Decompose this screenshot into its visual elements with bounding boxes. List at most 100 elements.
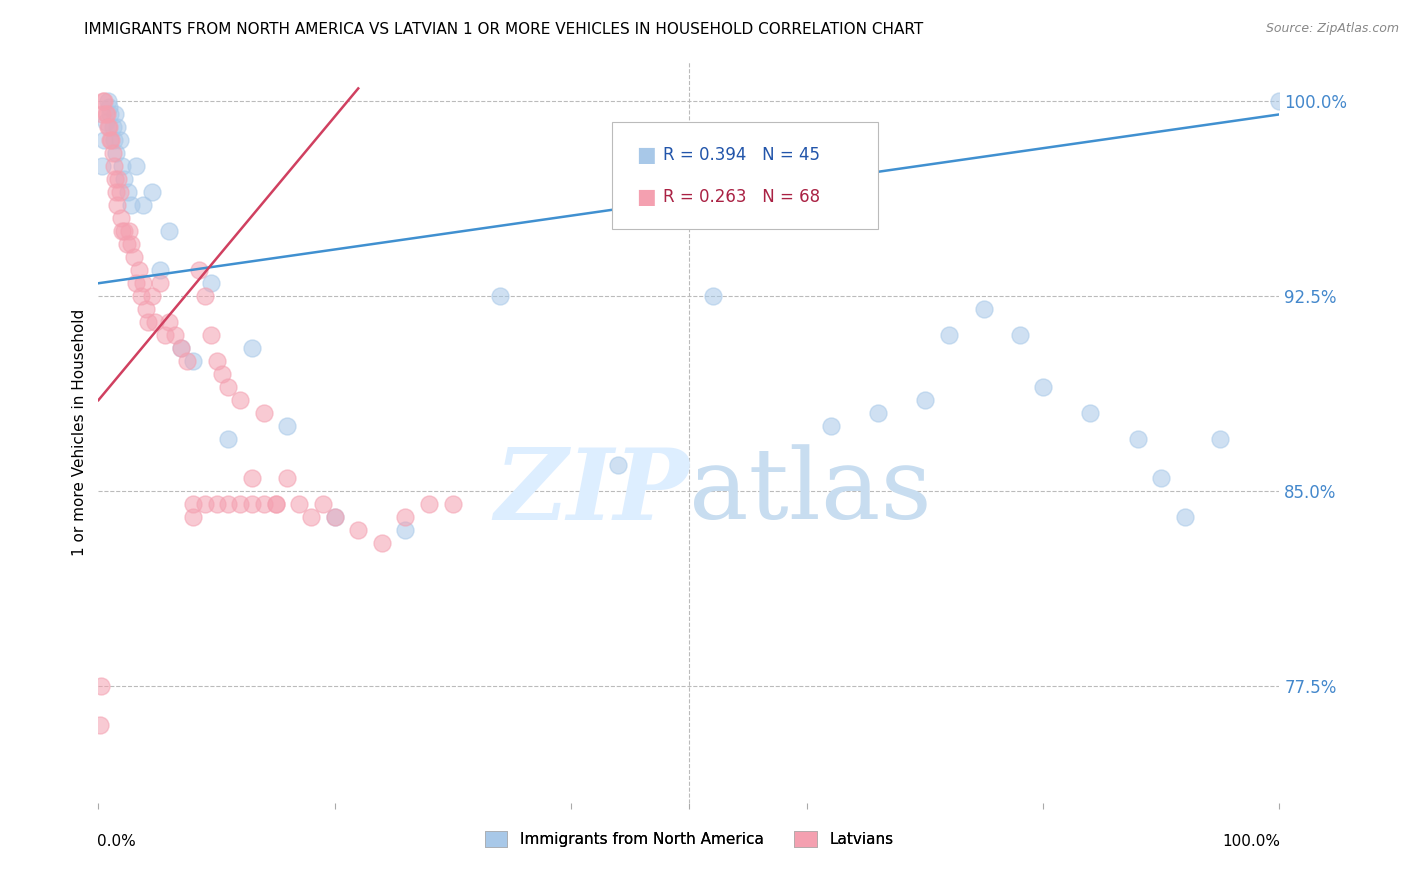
Point (105, 146, 128, 161)
Point (93, 133, 115, 147)
Point (187, 263, 209, 277)
Text: ■: ■ (636, 145, 655, 165)
Point (914, 393, 936, 408)
Text: ZIP: ZIP (494, 443, 689, 540)
Point (217, 432, 239, 446)
Point (91, 107, 114, 121)
Point (97, 120, 120, 135)
Point (118, 224, 141, 238)
Point (1209, 432, 1232, 446)
Point (125, 159, 148, 173)
Point (115, 237, 138, 252)
Point (135, 302, 157, 317)
Point (253, 497, 276, 511)
Point (702, 289, 724, 303)
Point (121, 198, 143, 212)
Point (240, 341, 263, 355)
Point (165, 328, 187, 343)
Point (111, 224, 134, 238)
Point (181, 497, 204, 511)
Text: atlas: atlas (689, 444, 932, 540)
Point (276, 471, 298, 485)
Point (96, 107, 118, 121)
Point (111, 159, 134, 173)
Point (129, 289, 152, 303)
Text: ■: ■ (636, 187, 655, 207)
Point (103, 133, 125, 147)
Point (1080, 406, 1102, 420)
Point (98, 107, 121, 121)
Point (866, 406, 889, 420)
Point (264, 497, 287, 511)
Point (1174, 510, 1197, 524)
FancyBboxPatch shape (612, 121, 877, 229)
Point (98, 120, 121, 135)
Point (441, 497, 464, 511)
Point (312, 497, 335, 511)
Point (94, 107, 117, 121)
Point (200, 277, 222, 291)
Point (112, 172, 135, 186)
Point (1032, 380, 1054, 394)
Point (141, 186, 163, 200)
Point (371, 536, 394, 550)
Point (181, 354, 204, 368)
Point (91, 95, 114, 109)
Point (103, 159, 125, 173)
Point (240, 471, 263, 485)
Text: 0.0%: 0.0% (97, 834, 136, 849)
Point (128, 263, 150, 277)
Point (170, 341, 193, 355)
Text: Source: ZipAtlas.com: Source: ZipAtlas.com (1265, 22, 1399, 36)
Point (211, 367, 233, 381)
Point (117, 186, 139, 200)
Point (101, 120, 124, 135)
Point (104, 107, 127, 121)
Legend: Immigrants from North America, Latvians: Immigrants from North America, Latvians (485, 831, 893, 847)
Point (100, 133, 122, 147)
Point (112, 224, 135, 238)
Point (347, 523, 370, 537)
Point (1268, 95, 1291, 109)
Point (276, 419, 298, 434)
Point (973, 302, 995, 317)
Point (101, 146, 124, 161)
Point (394, 523, 416, 537)
Point (105, 120, 128, 135)
Point (299, 510, 322, 524)
Point (200, 328, 222, 343)
Point (323, 510, 346, 524)
Point (1126, 432, 1149, 446)
Point (125, 277, 148, 291)
Point (104, 172, 127, 186)
Point (98, 100, 121, 114)
Point (132, 277, 155, 291)
Point (89, 718, 111, 732)
Point (181, 510, 204, 524)
Y-axis label: 1 or more Vehicles in Household: 1 or more Vehicles in Household (72, 309, 87, 557)
Point (205, 354, 228, 368)
Point (153, 328, 176, 343)
Text: IMMIGRANTS FROM NORTH AMERICA VS LATVIAN 1 OR MORE VEHICLES IN HOUSEHOLD CORRELA: IMMIGRANTS FROM NORTH AMERICA VS LATVIAN… (84, 22, 924, 37)
Point (288, 497, 311, 511)
Point (938, 328, 960, 343)
Point (94, 115, 117, 129)
Point (110, 211, 132, 226)
Point (91, 159, 114, 173)
Point (253, 406, 276, 420)
Point (108, 186, 131, 200)
Point (394, 510, 416, 524)
Point (229, 393, 252, 408)
Point (90, 679, 112, 693)
Point (122, 250, 145, 264)
Point (170, 341, 193, 355)
Point (97, 95, 120, 109)
Point (217, 497, 239, 511)
Point (240, 497, 263, 511)
Point (176, 354, 198, 368)
Point (98, 133, 121, 147)
Point (820, 419, 842, 434)
Point (157, 224, 180, 238)
Point (194, 497, 217, 511)
Point (607, 458, 630, 472)
